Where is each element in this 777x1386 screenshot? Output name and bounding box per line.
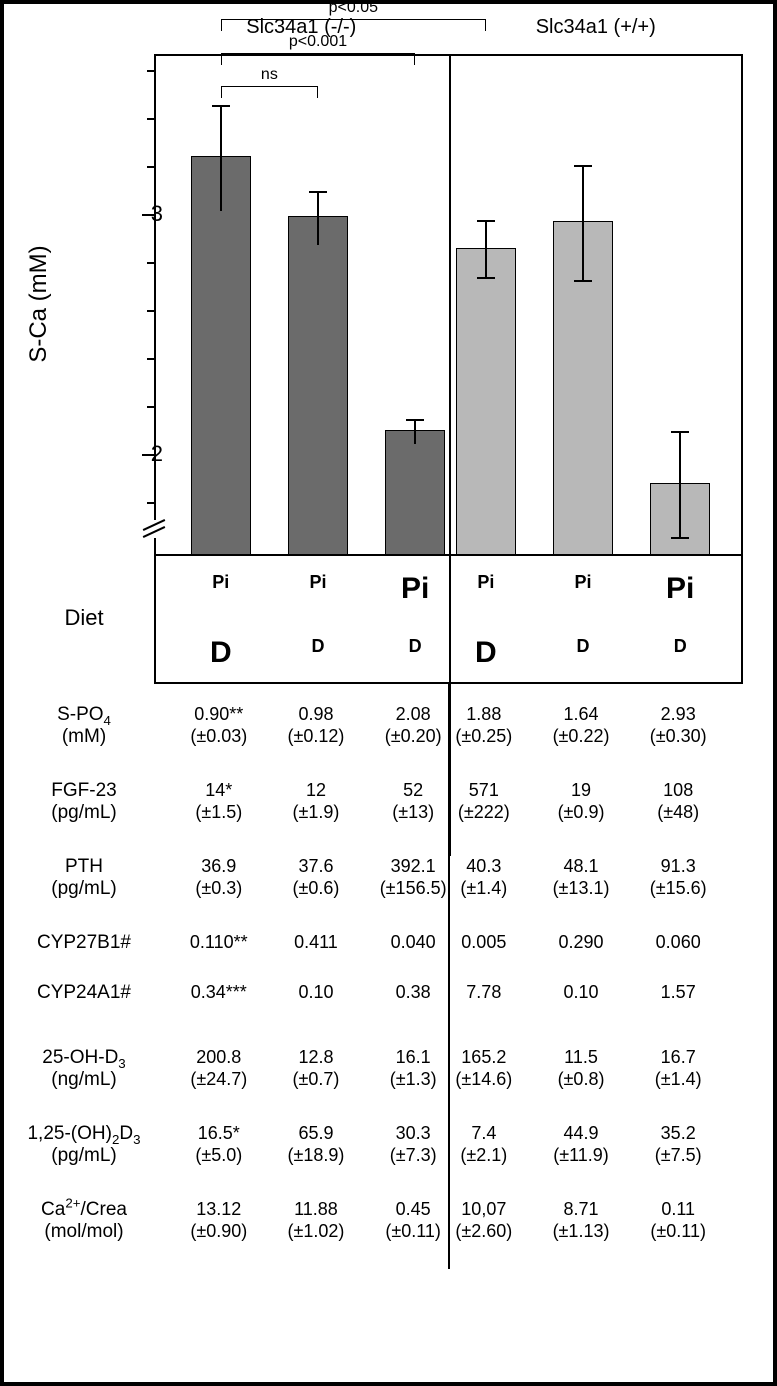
y-minor-tick [147, 310, 154, 312]
data-cell: 0.90**(±0.03) [169, 704, 269, 747]
error-cap [212, 105, 230, 107]
error-cap [671, 537, 689, 539]
row-label: CYP27B1# [14, 932, 154, 954]
diet-d: D [176, 636, 266, 670]
axis-break-icon [142, 522, 166, 536]
figure-frame: Slc34a1 (-/-) Slc34a1 (+/+) nsp<0.001p<0… [0, 0, 777, 1386]
row-label: Ca2+/Crea(mol/mol) [14, 1199, 154, 1243]
error-bar [485, 221, 487, 279]
data-cell: 13.12(±0.90) [169, 1199, 269, 1242]
diet-d: D [273, 636, 363, 657]
data-cell: 0.411 [266, 932, 366, 954]
data-cell: 2.93(±0.30) [628, 704, 728, 747]
bar-chart: nsp<0.001p<0.05 [154, 54, 743, 554]
y-minor-tick [147, 502, 154, 504]
y-minor-tick [147, 406, 154, 408]
diet-d: D [635, 636, 725, 657]
data-cell: 65.9(±18.9) [266, 1123, 366, 1166]
error-cap [671, 431, 689, 433]
y-tick-label: 2 [151, 441, 163, 467]
error-cap [477, 277, 495, 279]
row-label: 1,25-(OH)2D3(pg/mL) [14, 1123, 154, 1167]
diet-pi: Pi [273, 572, 363, 593]
significance-label: ns [261, 66, 278, 84]
data-cell: 12.8(±0.7) [266, 1047, 366, 1090]
data-cell: 1.64(±0.22) [531, 704, 631, 747]
error-bar [582, 166, 584, 281]
data-cell: 16.5*(±5.0) [169, 1123, 269, 1166]
row-label: 25-OH-D3(ng/mL) [14, 1047, 154, 1091]
error-bar [414, 420, 416, 444]
error-cap [574, 280, 592, 282]
data-cell: 0.10 [266, 982, 366, 1004]
significance-bracket [221, 19, 486, 31]
data-cell: 11.5(±0.8) [531, 1047, 631, 1090]
error-bar [317, 192, 319, 245]
bar [191, 156, 251, 554]
y-minor-tick [147, 118, 154, 120]
bars-group [156, 56, 741, 554]
significance-bracket [221, 86, 318, 98]
data-cell: 0.98(±0.12) [266, 704, 366, 747]
table-divider [448, 684, 450, 1269]
bar [288, 216, 348, 554]
diet-pi: Pi [635, 572, 725, 606]
data-cell: 0.34*** [169, 982, 269, 1004]
data-cell: 108(±48) [628, 780, 728, 823]
data-cell: 12(±1.9) [266, 780, 366, 823]
y-minor-tick [147, 70, 154, 72]
row-label: FGF-23(pg/mL) [14, 780, 154, 824]
significance-label: p<0.05 [329, 0, 378, 17]
diet-pi: Pi [538, 572, 628, 593]
diet-row: PiDPiDPiDPiDPiDPiD [154, 554, 743, 684]
error-cap [406, 419, 424, 421]
error-cap [574, 165, 592, 167]
diet-d: D [441, 636, 531, 670]
data-cell: 8.71(±1.13) [531, 1199, 631, 1242]
diet-row-label: Diet [14, 605, 154, 630]
significance-bracket [221, 53, 415, 65]
data-cell: 91.3(±15.6) [628, 856, 728, 899]
data-cell: 16.7(±1.4) [628, 1047, 728, 1090]
data-cell: 37.6(±0.6) [266, 856, 366, 899]
y-minor-tick [147, 166, 154, 168]
data-cell: 11.88(±1.02) [266, 1199, 366, 1242]
error-bar [220, 106, 222, 212]
data-cell: 44.9(±11.9) [531, 1123, 631, 1166]
row-label: PTH(pg/mL) [14, 856, 154, 900]
data-cell: 0.290 [531, 932, 631, 954]
y-tick-label: 3 [151, 201, 163, 227]
data-cell: 0.11(±0.11) [628, 1199, 728, 1242]
data-cell: 1.57 [628, 982, 728, 1004]
row-label: S-PO4(mM) [14, 704, 154, 748]
diet-pi: Pi [441, 572, 531, 593]
data-cell: 36.9(±0.3) [169, 856, 269, 899]
diet-d: D [538, 636, 628, 657]
data-cell: 0.060 [628, 932, 728, 954]
error-cap [309, 191, 327, 193]
data-cell: 14*(±1.5) [169, 780, 269, 823]
data-cell: 19(±0.9) [531, 780, 631, 823]
row-label: CYP24A1# [14, 982, 154, 1004]
bar [456, 248, 516, 554]
data-cell: 0.110** [169, 932, 269, 954]
data-cell: 0.10 [531, 982, 631, 1004]
error-cap [477, 220, 495, 222]
y-minor-tick [147, 262, 154, 264]
error-bar [679, 432, 681, 538]
significance-label: p<0.001 [289, 33, 347, 51]
y-minor-tick [147, 358, 154, 360]
data-cell: 200.8(±24.7) [169, 1047, 269, 1090]
bar [385, 430, 445, 554]
genotype-wt-label: Slc34a1 (+/+) [449, 16, 744, 46]
diet-pi: Pi [176, 572, 266, 593]
data-cell: 48.1(±13.1) [531, 856, 631, 899]
data-cell: 35.2(±7.5) [628, 1123, 728, 1166]
y-axis-title: S-Ca (mM) [25, 245, 53, 362]
